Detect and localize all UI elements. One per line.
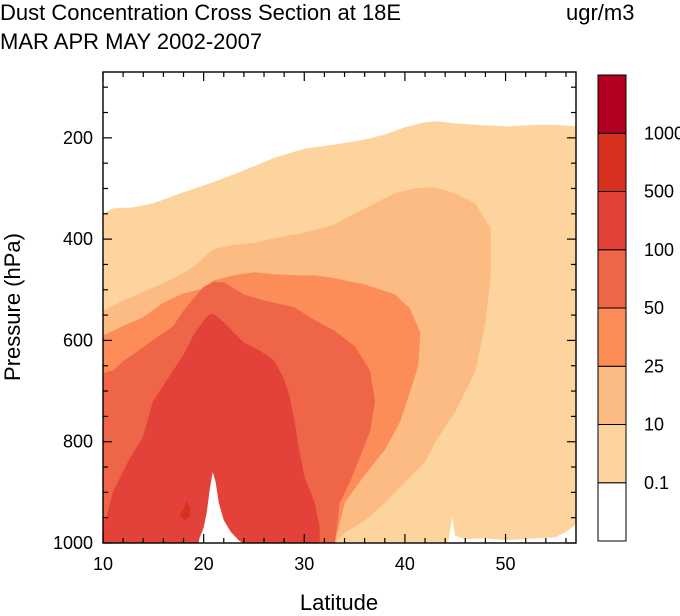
- colorbar-swatch: [597, 249, 627, 309]
- colorbar-swatch: [597, 132, 627, 192]
- y-tick-label: 800: [63, 432, 93, 452]
- x-tick-label: 50: [496, 554, 516, 574]
- x-axis-label: Latitude: [300, 590, 378, 615]
- colorbar-swatch: [597, 191, 627, 251]
- y-tick-label: 1000: [53, 533, 93, 553]
- x-axis: 10 20 30 40 50: [93, 72, 567, 574]
- y-axis-label: Pressure (hPa): [0, 233, 25, 381]
- x-tick-label: 40: [395, 554, 415, 574]
- units-label: ugr/m3: [566, 0, 635, 25]
- x-tick-label: 10: [93, 554, 113, 574]
- y-tick-label: 200: [63, 128, 93, 148]
- y-tick-label: 400: [63, 229, 93, 249]
- y-tick-label: 600: [63, 330, 93, 350]
- plot-frame: [102, 71, 577, 544]
- colorbar-swatch: [597, 365, 627, 425]
- colorbar-label: 500: [644, 182, 674, 202]
- contour-layer: [103, 121, 576, 543]
- colorbar-swatch: [597, 74, 627, 134]
- contour-level-100: [103, 313, 320, 543]
- colorbar-label: 25: [644, 356, 664, 376]
- colorbar-swatch: [597, 424, 627, 484]
- contour-level-500-patch: [179, 501, 191, 521]
- chart-subtitle: MAR APR MAY 2002-2007: [0, 29, 263, 54]
- colorbar-legend: 0.1 10 25 50 100 500 1000: [597, 74, 680, 542]
- x-tick-label: 20: [194, 554, 214, 574]
- below-threshold-region: [198, 472, 243, 543]
- colorbar-swatch: [597, 482, 627, 542]
- chart-title: Dust Concentration Cross Section at 18E: [0, 0, 402, 25]
- colorbar-label: 0.1: [644, 473, 669, 493]
- colorbar-label: 10: [644, 415, 664, 435]
- colorbar-label: 50: [644, 298, 664, 318]
- y-axis: 200 400 600 800 1000: [53, 86, 576, 553]
- colorbar-label: 1000: [644, 123, 680, 143]
- x-tick-label: 30: [294, 554, 314, 574]
- colorbar-label: 100: [644, 240, 674, 260]
- colorbar-swatch: [597, 307, 627, 367]
